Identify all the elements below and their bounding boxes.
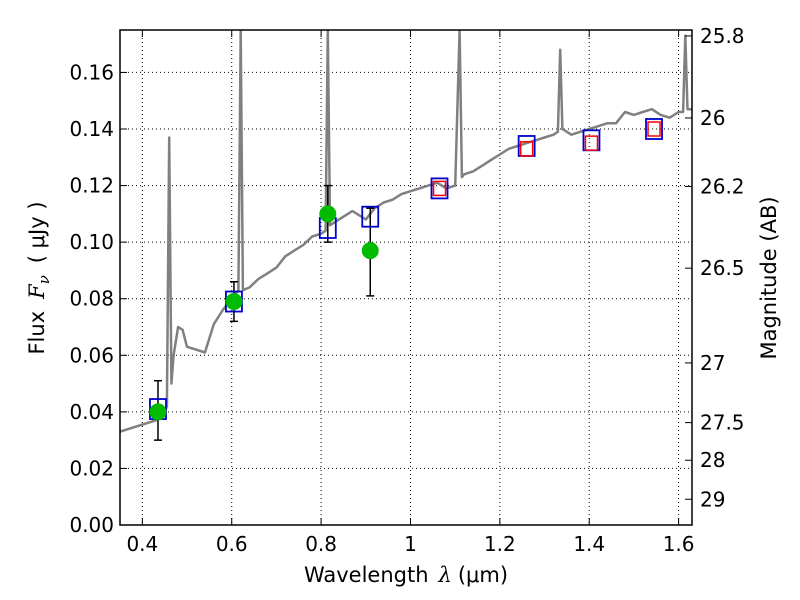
y2-tick-label: 27 (700, 351, 725, 375)
y-axis-label: Flux Fν ( μJy ) (25, 201, 53, 354)
y2-tick-label: 26.2 (700, 174, 745, 198)
y2-tick-label: 25.8 (700, 24, 745, 48)
y2-tick-label: 27.5 (700, 411, 745, 435)
plot-frame (119, 29, 693, 526)
x-tick-label: 0.4 (126, 532, 158, 556)
x-tick-label: 1 (404, 532, 417, 556)
y-axis-label-symbol: F (25, 283, 49, 300)
green-circle-marker (149, 403, 167, 421)
y-tick-label: 0.00 (69, 513, 114, 537)
plot-background (120, 30, 692, 525)
red-square-marker (647, 121, 661, 137)
y-axis-label-sub: ν (35, 275, 53, 284)
red-square-marker (432, 180, 447, 197)
blue-square-marker (361, 205, 380, 228)
blue-square-marker (430, 177, 449, 200)
y2-tick-label: 28 (700, 448, 725, 472)
data-layer (120, 30, 692, 433)
x-tick-label: 1.6 (663, 532, 695, 556)
x-tick-label: 0.6 (216, 532, 248, 556)
x-tick-label: 1.4 (573, 532, 605, 556)
green-circle-marker (319, 205, 337, 223)
model-spectrum-line (120, 30, 692, 433)
y2-axis-label: Magnitude (AB) (757, 196, 781, 359)
x-axis-label: Wavelength λ (μm) (304, 563, 508, 587)
y2-tick-label: 26 (700, 106, 725, 130)
y-tick-label: 0.08 (69, 287, 114, 311)
x-tick-label: 0.8 (305, 532, 337, 556)
y-tick-label: 0.06 (69, 343, 114, 367)
green-circle-marker (225, 293, 243, 311)
y2-tick-label: 26.5 (700, 256, 745, 280)
y-tick-label: 0.04 (69, 400, 114, 424)
x-tick-label: 1.2 (484, 532, 516, 556)
y-tick-label: 0.02 (69, 456, 114, 480)
y-axis-label-main: Flux (25, 311, 49, 355)
y-axis-label-unit: ( μJy ) (25, 201, 49, 263)
y-tick-label: 0.12 (69, 174, 114, 198)
error-bar-layer (149, 118, 663, 441)
x-axis-label-symbol: λ (438, 563, 452, 587)
y-tick-label: 0.10 (69, 230, 114, 254)
red-square-marker (519, 141, 534, 157)
x-axis-label-main: Wavelength (304, 563, 429, 587)
axis-ticks: 0.4 0.6 0.8 1 1.2 1.4 1.6 0.00 0.02 0.04 0.06 0.08 0… (69, 24, 744, 556)
x-axis-label-unit: (μm) (458, 563, 508, 587)
y2-tick-label: 29 (700, 487, 725, 511)
green-circle-marker (361, 242, 379, 260)
blue-square-marker (645, 118, 663, 140)
y-tick-label: 0.16 (69, 60, 114, 84)
red-square-marker (584, 135, 599, 151)
y-tick-label: 0.14 (69, 117, 114, 141)
